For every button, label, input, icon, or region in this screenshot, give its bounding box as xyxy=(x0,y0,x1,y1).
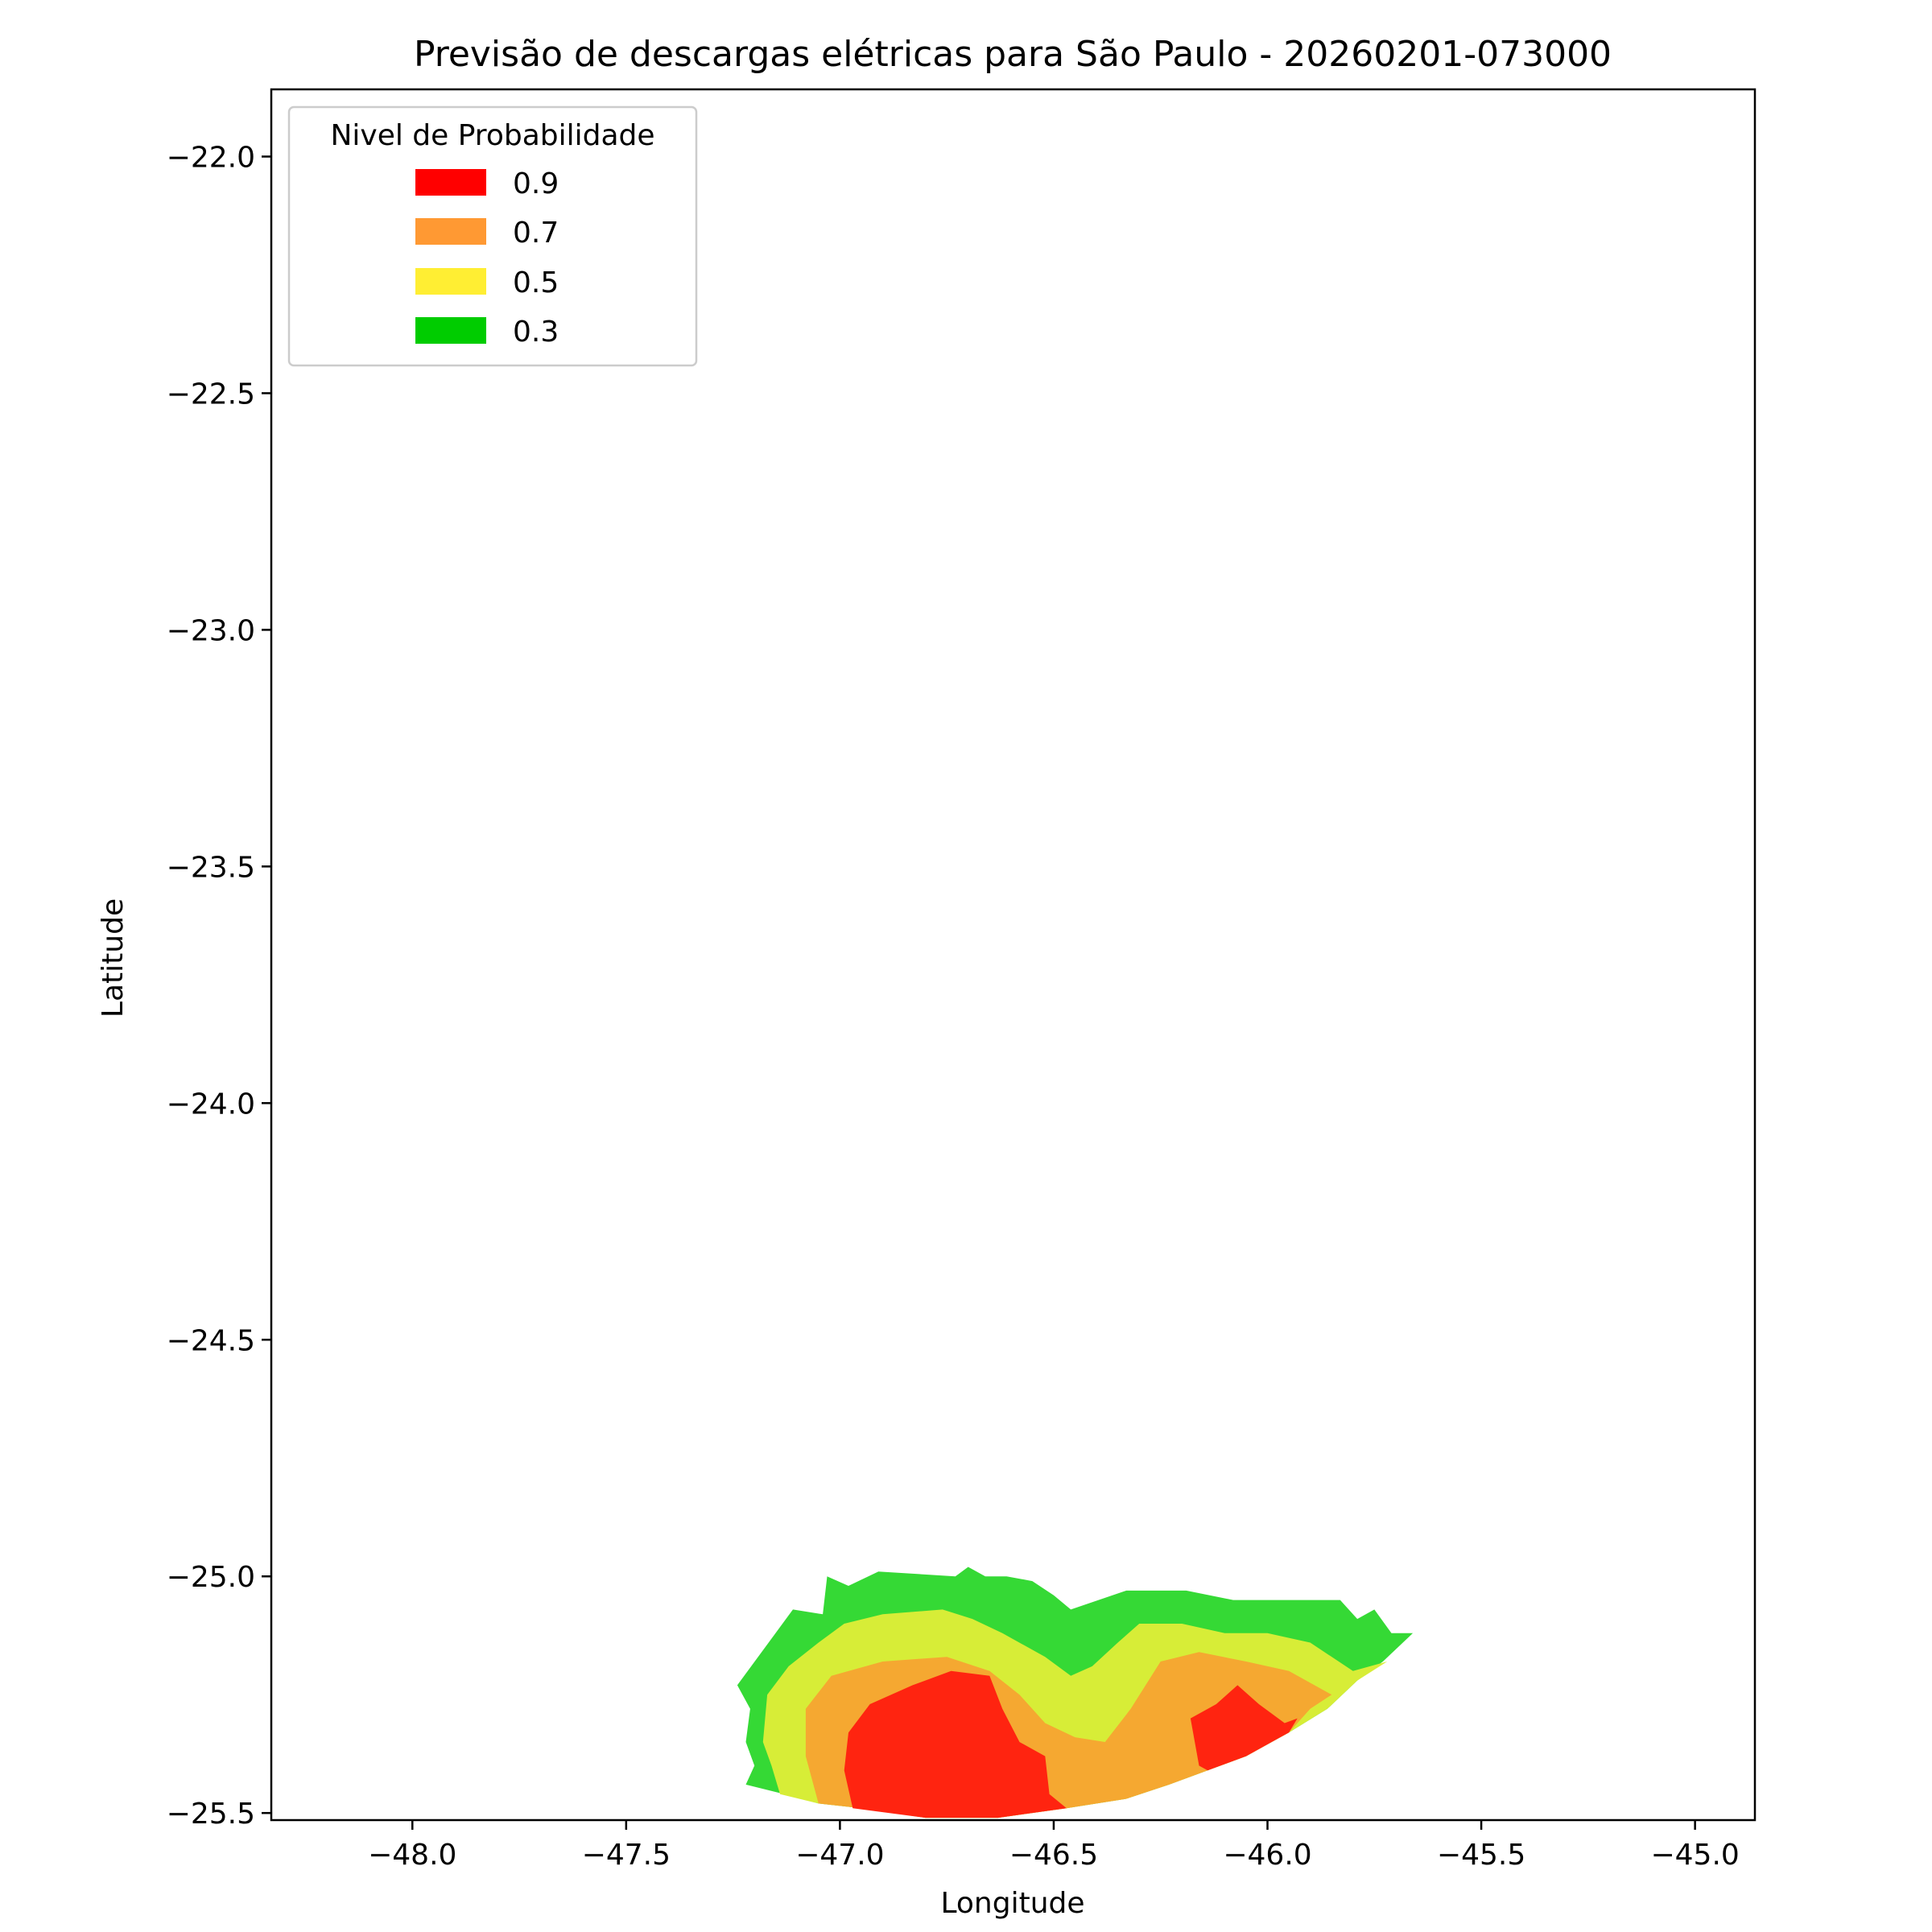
legend-label-0.9: 0.9 xyxy=(513,167,559,200)
y-tick-label: −22.0 xyxy=(167,141,255,174)
legend-swatch-0.3 xyxy=(415,317,486,344)
legend-swatch-0.9 xyxy=(415,169,486,196)
x-tick-label: −47.5 xyxy=(582,1839,671,1872)
x-axis-label: Longitude xyxy=(940,1887,1084,1920)
legend-swatch-0.5 xyxy=(415,268,486,295)
y-tick-label: −24.5 xyxy=(167,1324,255,1357)
y-axis-label: Latitude xyxy=(97,898,130,1018)
y-tick-label: −25.0 xyxy=(167,1561,255,1594)
y-tick-label: −25.5 xyxy=(167,1798,255,1831)
y-axis: −22.0 −22.5 −23.0 −23.5 −24.0 −24.5 −25.0 −25.5 xyxy=(167,141,271,1831)
y-tick-label: −22.5 xyxy=(167,378,255,411)
contour-level-0.9-3 xyxy=(844,1670,1067,1818)
legend-label-0.7: 0.7 xyxy=(513,217,559,250)
legend-title: Nivel de Probabilidade xyxy=(330,119,654,152)
y-tick-label: −23.5 xyxy=(167,851,255,884)
x-tick-label: −45.5 xyxy=(1437,1839,1525,1872)
legend-label-0.3: 0.3 xyxy=(513,316,559,349)
y-tick-label: −24.0 xyxy=(167,1088,255,1121)
x-tick-label: −47.0 xyxy=(795,1839,884,1872)
plot-frame xyxy=(270,88,1757,1822)
chart-title: Previsão de descargas elétricas para São… xyxy=(414,34,1612,75)
y-tick-label: −23.0 xyxy=(167,614,255,647)
legend: Nivel de Probabilidade 0.9 0.7 0.5 0.3 xyxy=(287,105,698,367)
contour-area xyxy=(737,1567,1414,1818)
x-axis: −48.0 −47.5 −47.0 −46.5 −46.0 −45.5 −45.0 xyxy=(368,1820,1740,1872)
legend-box xyxy=(287,105,698,367)
legend-label-0.5: 0.5 xyxy=(513,266,559,299)
x-tick-label: −46.0 xyxy=(1223,1839,1311,1872)
legend-swatch-0.7 xyxy=(415,218,486,245)
x-tick-label: −46.5 xyxy=(1009,1839,1098,1872)
x-tick-label: −48.0 xyxy=(368,1839,456,1872)
x-tick-label: −45.0 xyxy=(1650,1839,1739,1872)
contour-level-0.9-4 xyxy=(1190,1685,1298,1771)
